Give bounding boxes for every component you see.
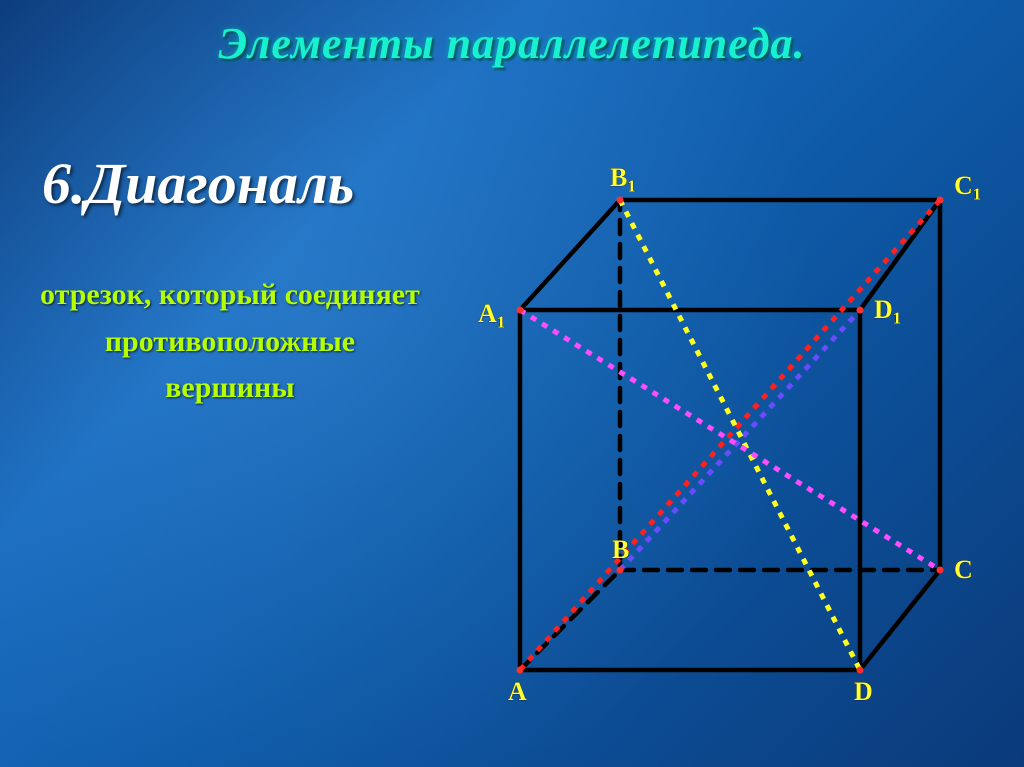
vertex-A1 [517, 307, 524, 314]
vertex-label-A: A [508, 677, 527, 706]
vertex-label-C: C [954, 555, 973, 584]
vertex-label-D1: D1 [874, 295, 901, 328]
vertex-D1 [857, 307, 864, 314]
vertex-label-D: D [854, 677, 873, 706]
edge-D-C [860, 570, 940, 670]
desc-line-1: отрезок, который соединяет [40, 272, 420, 319]
vertex-B [617, 567, 624, 574]
vertex-label-B: B [612, 535, 629, 564]
vertex-C [937, 567, 944, 574]
vertex-D [857, 667, 864, 674]
slide-title: Элементы параллелепипеда. [0, 18, 1024, 69]
vertex-label-C1: C1 [954, 171, 981, 204]
hidden-edge-A-B [520, 570, 620, 670]
parallelepiped-diagram: A D B C A1 D1 B1 C1 [440, 140, 1000, 740]
vertex-A [517, 667, 524, 674]
edge-A1-B1 [520, 200, 620, 310]
desc-line-3: вершины [40, 365, 420, 412]
diagonal-A1-C [520, 310, 940, 570]
diagonal-B1-D [620, 200, 860, 670]
vertex-label-A1: A1 [478, 299, 505, 332]
diagonal-B-D1 [620, 310, 860, 570]
desc-line-2: противоположные [40, 319, 420, 366]
vertex-label-B1: B1 [610, 163, 636, 196]
vertex-B1 [617, 197, 624, 204]
subtitle: 6.Диагональ [42, 150, 354, 217]
description: отрезок, который соединяет противоположн… [40, 272, 420, 412]
edge-C1-D1 [860, 200, 940, 310]
slide: Элементы параллелепипеда. 6.Диагональ от… [0, 0, 1024, 767]
diagonal-A-C1 [520, 200, 940, 670]
vertex-C1 [937, 197, 944, 204]
